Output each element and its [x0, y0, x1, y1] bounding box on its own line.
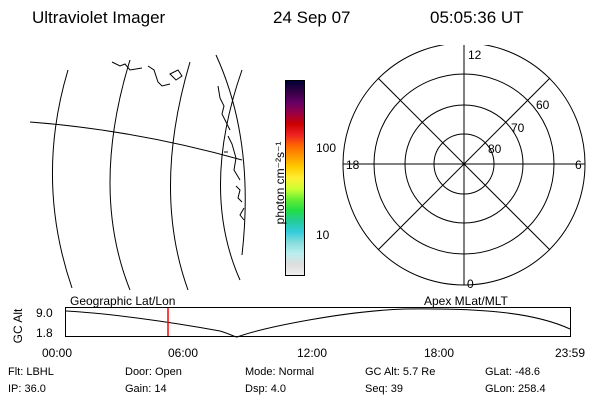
- meridian-2: [109, 59, 131, 291]
- lat-label-60: 60: [536, 98, 550, 112]
- map-boundary: [215, 54, 246, 256]
- info-glat: GLat: -48.6: [485, 366, 541, 378]
- altitude-curve: [65, 308, 571, 338]
- info-gc-alt: GC Alt: 5.7 Re: [365, 366, 436, 378]
- x-tick-0600: 06:00: [168, 346, 199, 360]
- polar-diagonal-2: [377, 77, 551, 251]
- lat-label-80: 80: [488, 142, 502, 156]
- altitude-timeline: [65, 307, 571, 338]
- geographic-map: [30, 54, 246, 291]
- colorbar-tick-10: 10: [316, 228, 330, 242]
- info-seq: Seq: 39: [365, 383, 403, 395]
- info-ip: IP: 36.0: [8, 383, 46, 395]
- info-mode: Mode: Normal: [245, 366, 315, 378]
- timeline-y-tick-max: 9.0: [36, 306, 53, 320]
- x-tick-2359: 23:59: [555, 346, 586, 360]
- info-glon: GLon: 258.4: [485, 383, 546, 395]
- timeline-left-label: Geographic Lat/Lon: [70, 294, 176, 308]
- x-tick-0000: 00:00: [42, 346, 73, 360]
- instrument-title: Ultraviolet Imager: [32, 8, 166, 27]
- x-tick-1200: 12:00: [297, 346, 328, 360]
- x-tick-1800: 18:00: [424, 346, 455, 360]
- meridian-1: [52, 69, 73, 289]
- colorbar: [285, 80, 305, 276]
- coastline: [111, 61, 245, 221]
- meridian-3: [170, 61, 191, 291]
- date-label: 24 Sep 07: [273, 8, 351, 27]
- polar-plot: 12 18 6 0 60 70 80: [342, 45, 586, 291]
- info-dsp: Dsp: 4.0: [245, 383, 286, 395]
- colorbar-tick-100: 100: [316, 141, 337, 155]
- mlt-label-0: 0: [467, 277, 474, 291]
- time-label: 05:05:36 UT: [430, 8, 524, 27]
- info-flt: Flt: LBHL: [8, 366, 54, 378]
- mlt-label-18: 18: [346, 158, 360, 172]
- timeline-right-label: Apex MLat/MLT: [424, 294, 508, 308]
- latitude-line: [30, 121, 243, 161]
- timeline-y-tick-min: 1.8: [36, 326, 53, 340]
- mlt-label-12: 12: [468, 48, 482, 62]
- colorbar-unit-label: photon cm⁻²s⁻¹: [273, 141, 287, 225]
- info-gain: Gain: 14: [125, 383, 167, 395]
- info-door: Door: Open: [125, 366, 182, 378]
- mlt-label-6: 6: [575, 158, 582, 172]
- meridian-4: [220, 69, 243, 281]
- timeline-y-axis-label: GC Alt: [11, 308, 25, 344]
- timeline-frame: [65, 307, 571, 337]
- lat-label-70: 70: [511, 121, 525, 135]
